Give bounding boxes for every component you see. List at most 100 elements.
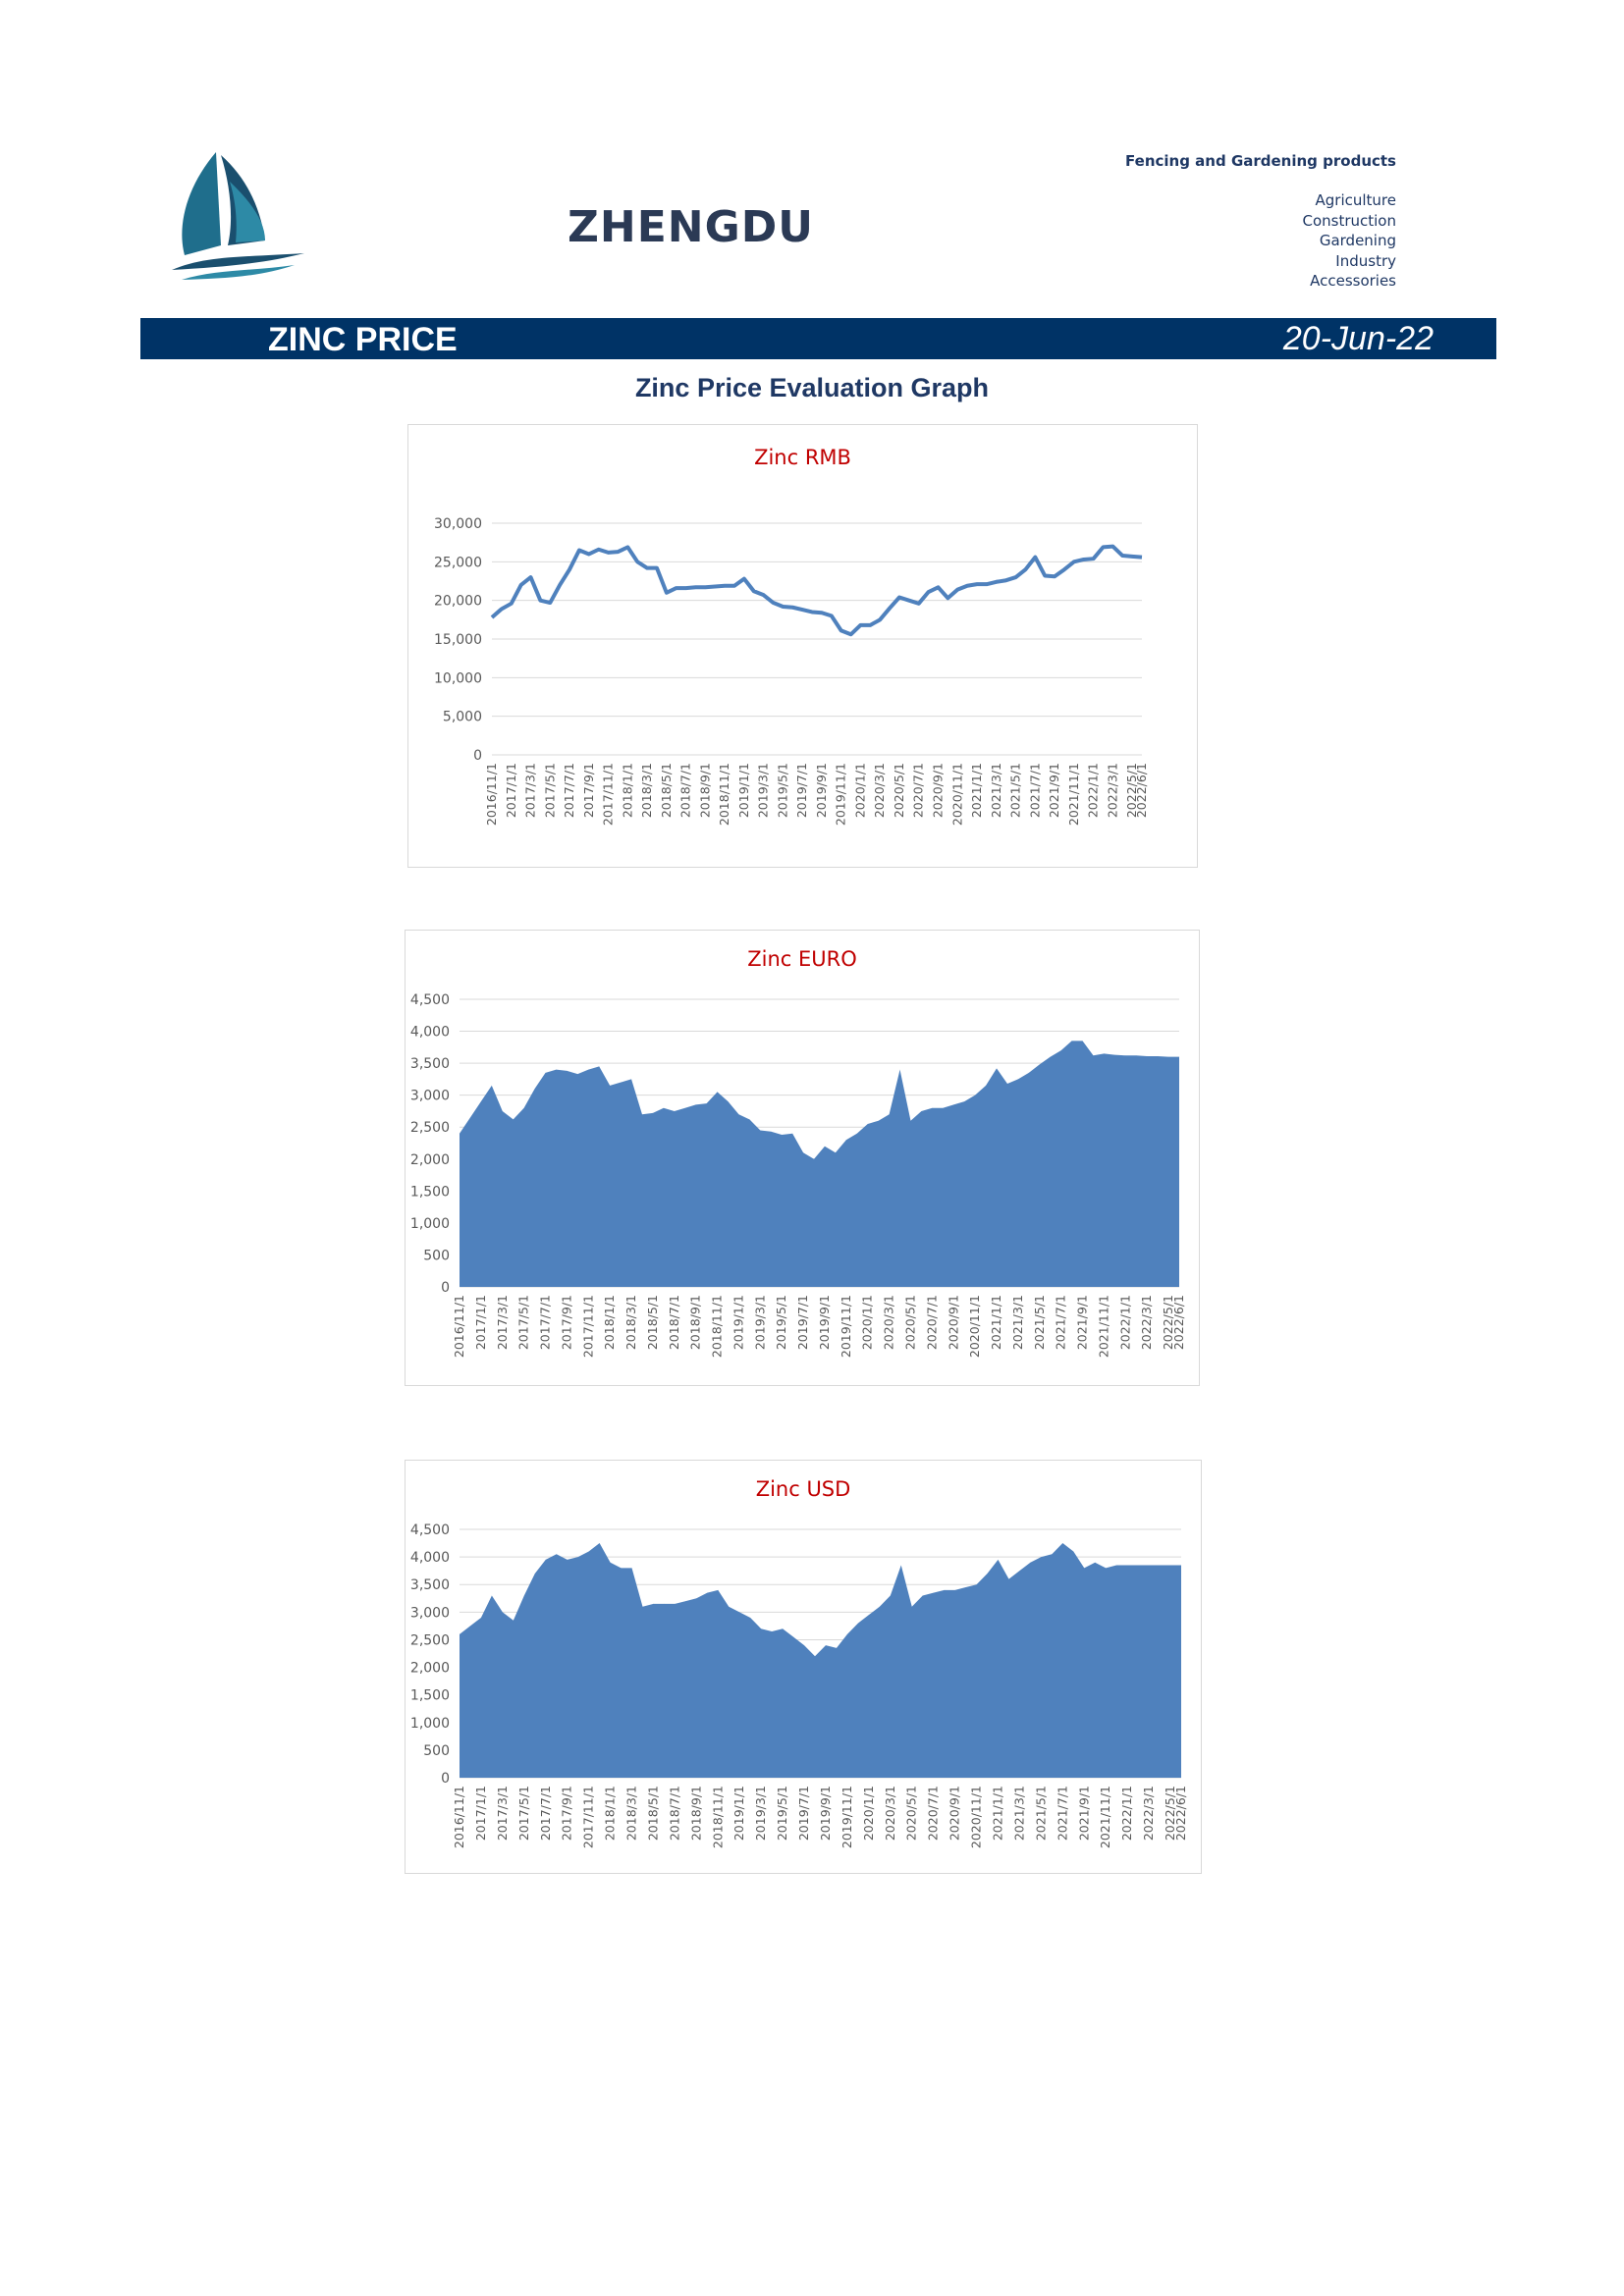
y-tick-label: 0 [441, 1280, 450, 1296]
x-tick-label: 2019/11/1 [839, 1295, 853, 1358]
x-tick-label: 2020/11/1 [967, 1295, 982, 1358]
x-tick-label: 2022/5/1 [1161, 1295, 1175, 1350]
x-tick-label: 2018/3/1 [623, 1295, 638, 1350]
x-tick-label: 2018/3/1 [639, 763, 654, 818]
x-tick-label: 2019/1/1 [731, 1786, 746, 1841]
banner-date: 20-Jun-22 [1282, 320, 1434, 357]
category-item: Industry [1335, 251, 1396, 270]
tagline: Fencing and Gardening products [1125, 152, 1396, 170]
x-tick-label: 2021/5/1 [1032, 1295, 1047, 1350]
y-tick-label: 1,500 [410, 1184, 450, 1200]
x-tick-label: 2020/11/1 [969, 1786, 984, 1848]
area-series [460, 1543, 1181, 1778]
x-tick-label: 2018/9/1 [697, 763, 712, 818]
chart-title: Zinc USD [756, 1477, 851, 1501]
x-tick-label: 2019/1/1 [736, 763, 751, 818]
y-tick-label: 0 [473, 748, 482, 764]
y-tick-label: 3,500 [410, 1577, 450, 1593]
x-tick-label: 2022/1/1 [1119, 1786, 1134, 1841]
x-tick-label: 2020/7/1 [924, 1295, 939, 1350]
x-tick-label: 2020/1/1 [860, 1295, 875, 1350]
x-tick-label: 2017/3/1 [495, 1295, 510, 1350]
x-tick-label: 2017/1/1 [504, 763, 518, 818]
x-tick-label: 2019/11/1 [834, 763, 848, 826]
x-tick-label: 2019/9/1 [814, 763, 829, 818]
y-tick-label: 1,500 [410, 1688, 450, 1704]
y-tick-label: 500 [423, 1248, 450, 1263]
x-tick-label: 2018/5/1 [659, 763, 674, 818]
x-tick-label: 2019/5/1 [775, 1786, 789, 1841]
chart-title: Zinc EURO [747, 947, 857, 971]
x-tick-label: 2021/1/1 [991, 1786, 1005, 1841]
x-tick-label: 2021/5/1 [1008, 763, 1023, 818]
x-tick-label: 2020/3/1 [872, 763, 887, 818]
x-tick-label: 2017/5/1 [516, 1786, 531, 1841]
x-tick-label: 2022/5/1 [1163, 1786, 1177, 1841]
x-tick-label: 2020/9/1 [931, 763, 946, 818]
x-tick-label: 2019/9/1 [817, 1295, 832, 1350]
x-tick-label: 2017/11/1 [581, 1786, 596, 1848]
y-tick-label: 2,000 [410, 1152, 450, 1168]
chart-zinc-rmb: Zinc RMB 0 5,000 10,000 15,000 20,000 25,000 30… [407, 424, 1198, 868]
x-tick-label: 2022/6/1 [1134, 763, 1149, 818]
x-tick-label: 2021/5/1 [1033, 1786, 1048, 1841]
y-tick-label: 2,500 [410, 1632, 450, 1648]
y-tick-label: 4,500 [410, 992, 450, 1008]
x-tick-label: 2021/7/1 [1054, 1295, 1068, 1350]
y-tick-label: 10,000 [434, 670, 482, 686]
x-tick-label: 2019/5/1 [774, 1295, 788, 1350]
x-tick-label: 2018/11/1 [717, 763, 731, 826]
y-tick-label: 4,000 [410, 1025, 450, 1041]
x-tick-label: 2017/7/1 [538, 1786, 553, 1841]
y-tick-label: 25,000 [434, 555, 482, 570]
x-tick-label: 2018/1/1 [603, 1786, 618, 1841]
x-tick-label: 2017/5/1 [542, 763, 557, 818]
banner-title: ZINC PRICE [268, 321, 458, 358]
x-tick-label: 2022/1/1 [1117, 1295, 1132, 1350]
line-series [490, 544, 1143, 637]
y-tick-label: 500 [423, 1743, 450, 1759]
category-list: Agriculture Construction Gardening Indus… [1302, 190, 1396, 292]
y-tick-label: 1,000 [410, 1716, 450, 1732]
x-tick-label: 2016/11/1 [452, 1786, 466, 1848]
section-title: Zinc Price Evaluation Graph [634, 373, 990, 402]
x-tick-label: 2018/3/1 [624, 1786, 639, 1841]
x-tick-label: 2017/7/1 [562, 763, 576, 818]
x-tick-label: 2019/9/1 [818, 1786, 833, 1841]
y-tick-label: 15,000 [434, 632, 482, 648]
x-tick-label: 2017/5/1 [516, 1295, 531, 1350]
x-tick-label: 2018/7/1 [667, 1786, 681, 1841]
brand-name: ZHENGDU [568, 202, 814, 252]
x-tick-label: 2018/9/1 [688, 1786, 703, 1841]
chart-zinc-usd: Zinc USD 0 500 1,000 1,500 2,000 2,500 3,000 3,5… [405, 1460, 1202, 1874]
x-tick-label: 2022/3/1 [1139, 1295, 1154, 1350]
category-item: Agriculture [1315, 191, 1397, 209]
area-series [460, 1041, 1179, 1287]
x-tick-label: 2016/11/1 [484, 763, 499, 826]
x-tick-label: 2021/9/1 [1076, 1786, 1091, 1841]
x-tick-label: 2017/1/1 [473, 1295, 488, 1350]
y-tick-label: 2,000 [410, 1661, 450, 1677]
x-tick-label: 2017/11/1 [580, 1295, 595, 1358]
x-tick-label: 2018/5/1 [645, 1786, 660, 1841]
x-tick-label: 2019/3/1 [752, 1295, 767, 1350]
x-tick-label: 2020/3/1 [882, 1295, 896, 1350]
x-tick-label: 2019/7/1 [796, 1786, 811, 1841]
x-tick-label: 2021/1/1 [989, 1295, 1003, 1350]
x-tick-label: 2019/3/1 [756, 763, 771, 818]
x-tick-label: 2018/1/1 [620, 763, 634, 818]
y-tick-label: 2,500 [410, 1120, 450, 1136]
title-banner: ZINC PRICE 20-Jun-22 [140, 318, 1496, 359]
x-tick-label: 2020/7/1 [911, 763, 926, 818]
x-tick-label: 2019/7/1 [794, 763, 809, 818]
x-tick-label: 2022/6/1 [1171, 1295, 1186, 1350]
x-tick-label: 2021/1/1 [969, 763, 984, 818]
x-tick-label: 2018/9/1 [688, 1295, 703, 1350]
x-tick-label: 2017/3/1 [523, 763, 538, 818]
y-tick-label: 5,000 [443, 710, 482, 725]
chart-zinc-euro: Zinc EURO 0 500 1,000 1,500 2,000 2,500 3,000 3,… [405, 930, 1200, 1386]
y-tick-label: 3,500 [410, 1056, 450, 1072]
x-tick-label: 2017/9/1 [581, 763, 596, 818]
y-tick-label: 3,000 [410, 1089, 450, 1104]
x-tick-label: 2020/1/1 [861, 1786, 876, 1841]
